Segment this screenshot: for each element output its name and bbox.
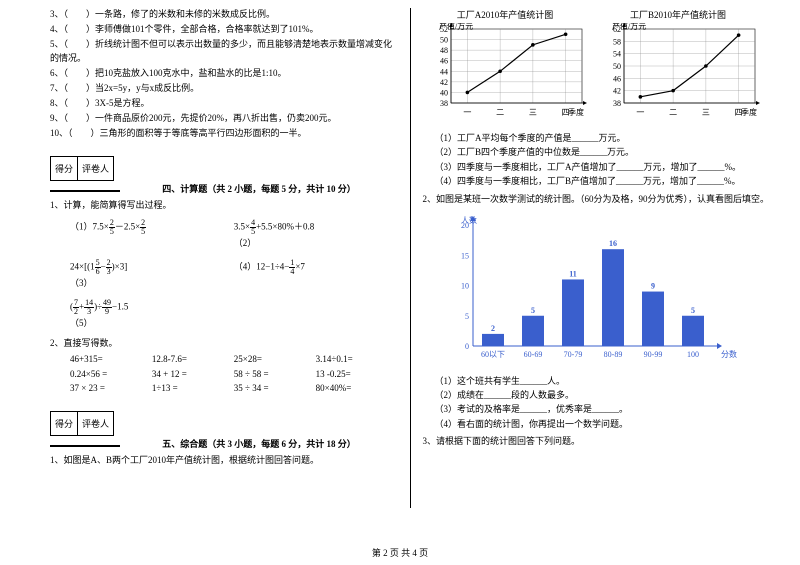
left-column: 3、（ ）一条路，修了的米数和未修的米数成反比例。 4、（ ）李师傅做101个零…: [50, 8, 410, 530]
svg-text:三: 三: [701, 108, 709, 117]
line-q2: （2）工厂B四个季度产值的中位数是______万元。: [423, 145, 771, 159]
svg-text:80-89: 80-89: [603, 350, 622, 359]
judgment-5: 5、（ ）折线统计图不但可以表示出数量的多少，而且能够清楚地表示数量增减变化的情…: [50, 38, 398, 66]
line-charts: 工厂A2010年产值统计图 3840424446485052一二三四产值/万元季…: [423, 8, 771, 125]
score-label: 得分: [51, 157, 78, 180]
q3: 3、请根据下面的统计图回答下列问题。: [423, 435, 771, 449]
svg-text:2: 2: [491, 323, 495, 332]
line-chart-a: 工厂A2010年产值统计图 3840424446485052一二三四产值/万元季…: [423, 8, 588, 125]
svg-text:分数: 分数: [721, 349, 737, 359]
calc-1: （1）7.5×25－2.5×25: [70, 219, 234, 249]
line-q3: （3）四季度与一季度相比，工厂A产值增加了______万元，增加了______%…: [423, 160, 771, 174]
svg-text:70-79: 70-79: [563, 350, 582, 359]
calc-intro: 1、计算，能简算得写出过程。: [50, 199, 398, 213]
svg-text:50: 50: [613, 62, 621, 71]
svg-text:二: 二: [669, 108, 677, 117]
svg-text:季度: 季度: [568, 107, 584, 117]
bar-q2: （2）成绩在______段的人数最多。: [423, 388, 771, 402]
section4-title: 四、计算题（共 2 小题，每题 5 分，共计 10 分）: [162, 182, 356, 195]
svg-text:42: 42: [613, 87, 621, 96]
svg-text:一: 一: [463, 108, 471, 117]
line-q4: （4）四季度与一季度相比，工厂B产值增加了______万元，增加了______%…: [423, 174, 771, 188]
line-chart-b: 工厂B2010年产值统计图 38424650545862一二三四产值/万元季度: [596, 8, 761, 125]
judgment-3: 3、（ ）一条路，修了的米数和未修的米数成反比例。: [50, 8, 398, 22]
bar-chart: 05101520260以下560-691170-791680-89990-995…: [443, 213, 743, 368]
svg-text:5: 5: [465, 311, 469, 320]
svg-text:42: 42: [440, 78, 448, 87]
svg-text:人数: 人数: [461, 215, 477, 225]
svg-text:50: 50: [440, 36, 448, 45]
line-q1: （1）工厂A平均每个季度的产值是______万元。: [423, 131, 771, 145]
svg-text:48: 48: [440, 46, 448, 55]
svg-text:58: 58: [613, 37, 621, 46]
bar-q4: （4）看右面的统计图，你再提出一个数学问题。: [423, 417, 771, 431]
bar-q1: （1）这个班共有学生______人。: [423, 374, 771, 388]
svg-text:60以下: 60以下: [481, 350, 505, 359]
svg-text:46: 46: [613, 74, 621, 83]
svg-text:54: 54: [613, 50, 621, 59]
svg-text:15: 15: [461, 251, 469, 260]
svg-text:10: 10: [461, 281, 469, 290]
page-footer: 第 2 页 共 4 页: [0, 546, 800, 559]
judgment-6: 6、（ ）把10克盐放入100克水中，盐和盐水的比是1:10。: [50, 67, 398, 81]
judgment-10: 10、（ ）三角形的面积等于等底等高平行四边形面积的一半。: [50, 127, 398, 141]
svg-text:46: 46: [440, 57, 448, 66]
grader-label: 评卷人: [78, 157, 113, 180]
svg-text:100: 100: [687, 350, 699, 359]
svg-text:9: 9: [651, 281, 655, 290]
judgment-9: 9、（ ）一件商品原价200元，先提价20%，再八折出售，仍卖200元。: [50, 112, 398, 126]
svg-text:5: 5: [691, 305, 695, 314]
svg-text:38: 38: [613, 99, 621, 108]
right-column: 工厂A2010年产值统计图 3840424446485052一二三四产值/万元季…: [411, 8, 771, 530]
section4-header: 得分 评卷人 四、计算题（共 2 小题，每题 5 分，共计 10 分）: [50, 150, 398, 195]
section5-header: 得分 评卷人 五、综合题（共 3 小题，每题 6 分，共计 18 分）: [50, 405, 398, 450]
calc-3: 24×[(156−23)×3] （3）: [70, 259, 234, 289]
score-box-5: 得分 评卷人: [50, 411, 114, 436]
svg-text:0: 0: [465, 342, 469, 351]
calc-5: (72+143)÷499−1.5 （5）: [70, 299, 234, 329]
calc-4: （4）12−1÷4−14×7: [234, 259, 398, 289]
judgment-4: 4、（ ）李师傅做101个零件，全部合格，合格率就达到了101%。: [50, 23, 398, 37]
section5-title: 五、综合题（共 3 小题，每题 6 分，共计 18 分）: [162, 437, 356, 450]
calc-2: 3.5×45+5.5×80%＋0.8 （2）: [234, 219, 398, 249]
judgment-8: 8、（ ）3X-5是方程。: [50, 97, 398, 111]
svg-text:44: 44: [440, 67, 448, 76]
arith-grid: 46+315=12.8-7.6=25×28=3.14÷0.1= 0.24×56 …: [50, 352, 398, 395]
comp-q1: 1、如图是A、B两个工厂2010年产值统计图，根据统计图回答问题。: [50, 454, 398, 468]
svg-text:产值/万元: 产值/万元: [612, 23, 646, 31]
svg-text:11: 11: [569, 269, 577, 278]
svg-text:产值/万元: 产值/万元: [439, 23, 473, 31]
svg-text:38: 38: [440, 99, 448, 108]
bar-q3: （3）考试的及格率是______，优秀率是______。: [423, 402, 771, 416]
score-box-4: 得分 评卷人: [50, 156, 114, 181]
svg-text:16: 16: [609, 239, 617, 248]
judgment-7: 7、（ ）当2x=5y，y与x成反比例。: [50, 82, 398, 96]
bar-intro: 2、如图是某班一次数学测试的统计图。（60分为及格，90分为优秀），认真看图后填…: [423, 193, 771, 207]
svg-text:二: 二: [496, 108, 504, 117]
svg-text:一: 一: [636, 108, 644, 117]
svg-text:40: 40: [440, 88, 448, 97]
svg-text:季度: 季度: [741, 107, 757, 117]
svg-text:5: 5: [531, 305, 535, 314]
arith-intro: 2、直接写得数。: [50, 337, 398, 351]
svg-text:90-99: 90-99: [643, 350, 662, 359]
svg-text:60-69: 60-69: [523, 350, 542, 359]
svg-text:三: 三: [528, 108, 536, 117]
